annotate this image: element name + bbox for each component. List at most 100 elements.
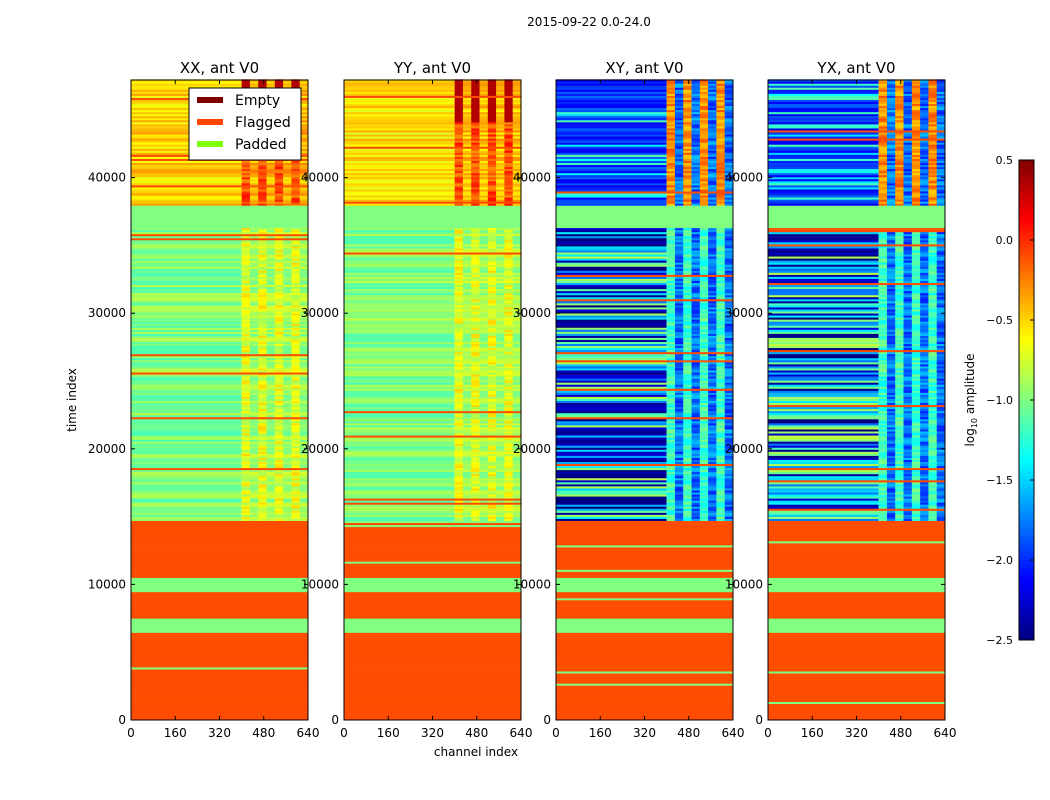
- heatmap-cell: [724, 441, 734, 444]
- heatmap-row-flagged: [131, 642, 308, 646]
- heatmap-cell: [274, 425, 284, 428]
- heatmap-cell: [487, 433, 497, 436]
- heatmap-cell: [462, 193, 472, 196]
- heatmap-cell: [266, 333, 276, 336]
- heatmap-cell: [674, 335, 684, 338]
- heatmap-cell: [291, 406, 301, 410]
- heatmap-row-flagged: [344, 543, 521, 546]
- heatmap-cell: [344, 364, 455, 367]
- heatmap-cell: [666, 508, 676, 511]
- heatmap-cell: [131, 130, 242, 133]
- heatmap-cell: [487, 404, 497, 408]
- heatmap-cell: [249, 406, 259, 410]
- heatmap-cell: [683, 353, 692, 357]
- heatmap-cell: [487, 158, 497, 161]
- heatmap-cell: [512, 156, 522, 159]
- heatmap-cell: [479, 347, 489, 351]
- heatmap-cell: [724, 290, 734, 294]
- heatmap-row-flagged: [131, 646, 308, 650]
- heatmap-cell: [479, 512, 489, 515]
- heatmap-cell: [344, 130, 455, 133]
- heatmap-cell: [266, 268, 276, 271]
- heatmap-cell: [454, 315, 464, 318]
- heatmap-cell: [299, 496, 309, 499]
- heatmap-cell: [291, 201, 301, 204]
- heatmap-cell: [249, 496, 259, 499]
- heatmap-row-padded: [344, 587, 521, 591]
- heatmap-cell: [462, 453, 472, 456]
- heatmap-cell: [479, 364, 489, 367]
- heatmap-cell: [699, 496, 709, 499]
- heatmap-cell: [462, 233, 472, 237]
- heatmap-cell: [683, 282, 692, 286]
- heatmap-cell: [454, 372, 464, 375]
- heatmap-cell: [487, 229, 497, 233]
- heatmap-cell: [266, 176, 276, 180]
- heatmap-cell: [471, 113, 480, 117]
- heatmap-cell: [266, 455, 276, 458]
- heatmap-cell: [512, 484, 522, 487]
- heatmap-cell: [274, 178, 284, 182]
- heatmap-cell: [504, 506, 514, 509]
- heatmap-cell: [512, 152, 522, 155]
- heatmap-cell: [504, 484, 514, 487]
- heatmap-cell: [504, 414, 514, 418]
- heatmap-cell: [299, 83, 309, 86]
- heatmap-cell: [299, 423, 309, 426]
- heatmap-cell: [471, 492, 480, 495]
- heatmap-cell: [454, 453, 464, 456]
- heatmap-cell: [291, 384, 301, 387]
- heatmap-cell: [283, 272, 292, 275]
- heatmap-cell: [487, 347, 497, 351]
- heatmap-cell: [504, 256, 514, 259]
- heatmap-cell: [708, 492, 717, 495]
- heatmap-cell: [258, 457, 267, 460]
- heatmap-cell: [241, 465, 251, 469]
- heatmap-cell: [131, 498, 242, 501]
- heatmap-cell: [462, 294, 472, 298]
- heatmap-cell: [462, 181, 472, 184]
- heatmap-cell: [299, 374, 309, 377]
- heatmap-cell: [299, 425, 309, 428]
- heatmap-row-flagged: [131, 185, 308, 188]
- heatmap-cell: [249, 276, 259, 279]
- heatmap-cell: [241, 414, 251, 418]
- heatmap-cell: [266, 254, 276, 257]
- heatmap-cell: [487, 193, 497, 196]
- heatmap-cell: [471, 288, 480, 292]
- heatmap-cell: [462, 473, 472, 477]
- heatmap-cell: [241, 81, 251, 84]
- heatmap-cell: [512, 451, 522, 454]
- heatmap-row-padded: [556, 620, 733, 623]
- heatmap-cell: [258, 437, 267, 440]
- heatmap-cell: [344, 482, 455, 485]
- heatmap-cell: [674, 459, 684, 462]
- heatmap-cell: [708, 429, 717, 432]
- heatmap-cell: [504, 396, 514, 399]
- heatmap-cell: [471, 418, 480, 422]
- heatmap-cell: [241, 315, 251, 318]
- heatmap-cell: [344, 244, 455, 247]
- heatmap-cell: [471, 345, 480, 349]
- heatmap-cell: [462, 284, 472, 288]
- heatmap-cell: [131, 120, 242, 123]
- heatmap-cell: [454, 390, 464, 393]
- heatmap-cell: [724, 380, 734, 383]
- heatmap-cell: [131, 384, 242, 387]
- heatmap-cell: [724, 311, 734, 314]
- heatmap-cell: [299, 412, 309, 416]
- heatmap-cell: [266, 252, 276, 255]
- heatmap-cell: [258, 260, 267, 263]
- heatmap-cell: [512, 372, 522, 375]
- heatmap-cell: [274, 459, 284, 462]
- x-tick-label: 480: [252, 726, 275, 740]
- heatmap-cell: [344, 109, 455, 113]
- heatmap-cell: [299, 174, 309, 178]
- heatmap-cell: [496, 421, 505, 424]
- heatmap-cell: [258, 286, 267, 290]
- heatmap-cell: [699, 512, 709, 515]
- heatmap-cell: [496, 400, 505, 404]
- heatmap-cell: [708, 319, 717, 322]
- heatmap-cell: [674, 443, 684, 446]
- heatmap-cell: [266, 286, 276, 290]
